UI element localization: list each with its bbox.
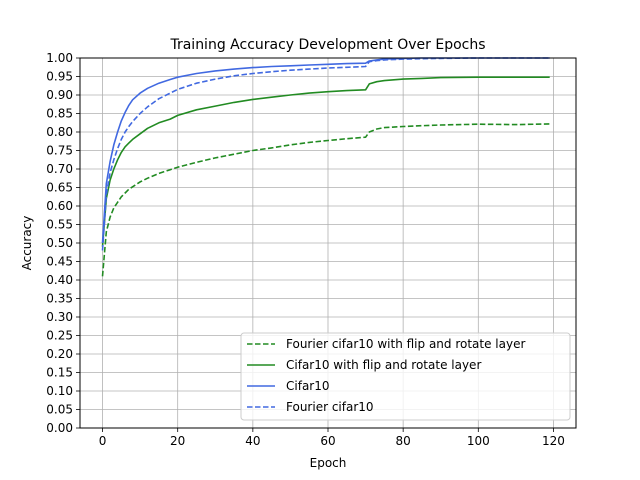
legend-label: Cifar10 with flip and rotate layer [286,358,481,372]
series-line [101,76,550,247]
y-tick-label: 0.40 [46,273,73,287]
x-tick-label: 40 [245,434,260,448]
y-tick-label: 0.60 [46,199,73,213]
x-axis-label: Epoch [310,456,347,470]
y-tick-label: 0.25 [46,329,73,343]
y-tick-label: 0.80 [46,125,73,139]
x-tick-label: 120 [542,434,565,448]
chart-title: Training Accuracy Development Over Epoch… [169,37,485,53]
series-layer [101,57,550,277]
y-tick-label: 0.05 [46,403,73,417]
y-tick-label: 0.35 [46,292,73,306]
y-tick-label: 0.15 [46,366,73,380]
y-tick-label: 0.75 [46,144,73,158]
x-tick-label: 100 [467,434,490,448]
series-line [101,57,550,251]
legend-box [240,332,571,421]
ticks: 0 20 40 60 80 100 120 0.00 0.05 0.10 0.15 0.20 0.25 0… [46,51,565,448]
y-tick-label: 0.50 [46,236,73,250]
y-axis-label: Accuracy [20,216,34,271]
series-line [101,57,550,244]
legend-label: Cifar10 [286,379,330,393]
y-tick-label: 0.95 [46,70,73,84]
y-tick-label: 0.90 [46,88,73,102]
y-tick-label: 0.45 [46,255,73,269]
legend: Fourier cifar10 with flip and rotate lay… [240,332,571,421]
series-line [101,123,550,277]
x-tick-label: 60 [320,434,335,448]
x-tick-label: 0 [99,434,107,448]
legend-label: Fourier cifar10 with flip and rotate lay… [286,337,525,351]
y-tick-label: 0.85 [46,107,73,121]
y-tick-label: 0.65 [46,181,73,195]
y-tick-label: 1.00 [46,51,73,65]
y-tick-label: 0.00 [46,421,73,435]
y-tick-label: 0.30 [46,310,73,324]
x-tick-label: 20 [170,434,185,448]
y-tick-label: 0.55 [46,218,73,232]
y-tick-label: 0.10 [46,384,73,398]
legend-label: Fourier cifar10 [286,400,374,414]
y-tick-label: 0.70 [46,162,73,176]
x-tick-label: 80 [396,434,411,448]
y-tick-label: 0.20 [46,347,73,361]
